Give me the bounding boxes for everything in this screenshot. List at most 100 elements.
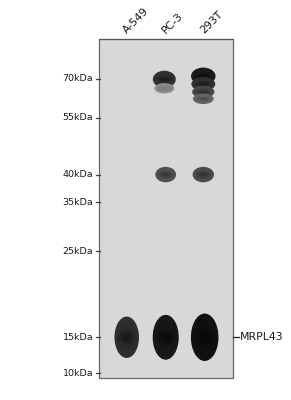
- Ellipse shape: [194, 321, 216, 354]
- Ellipse shape: [200, 91, 207, 93]
- Ellipse shape: [123, 333, 131, 341]
- Ellipse shape: [155, 84, 173, 92]
- Ellipse shape: [194, 72, 213, 81]
- Ellipse shape: [195, 73, 211, 80]
- Ellipse shape: [200, 173, 207, 176]
- Ellipse shape: [155, 75, 173, 84]
- Ellipse shape: [198, 74, 209, 78]
- Ellipse shape: [192, 318, 217, 357]
- Ellipse shape: [196, 81, 211, 87]
- Ellipse shape: [155, 167, 176, 182]
- Ellipse shape: [159, 87, 170, 90]
- Ellipse shape: [194, 169, 212, 180]
- Ellipse shape: [196, 172, 210, 178]
- Ellipse shape: [153, 315, 179, 360]
- Ellipse shape: [156, 325, 176, 350]
- Ellipse shape: [196, 74, 210, 79]
- Ellipse shape: [194, 72, 212, 80]
- Ellipse shape: [121, 332, 132, 342]
- Ellipse shape: [155, 74, 174, 85]
- Ellipse shape: [195, 95, 212, 102]
- Ellipse shape: [197, 330, 212, 345]
- Ellipse shape: [156, 85, 173, 92]
- Ellipse shape: [157, 86, 172, 91]
- Text: 10kDa: 10kDa: [63, 369, 93, 378]
- Ellipse shape: [153, 71, 176, 88]
- Ellipse shape: [117, 326, 136, 348]
- Ellipse shape: [194, 95, 213, 103]
- Ellipse shape: [161, 78, 168, 81]
- Ellipse shape: [195, 88, 212, 95]
- Ellipse shape: [196, 96, 211, 101]
- Ellipse shape: [199, 74, 207, 78]
- Ellipse shape: [117, 323, 137, 351]
- Ellipse shape: [197, 90, 210, 94]
- Bar: [99, 39, 233, 378]
- Ellipse shape: [119, 329, 135, 345]
- Ellipse shape: [155, 322, 176, 352]
- Text: 70kDa: 70kDa: [63, 74, 93, 83]
- Ellipse shape: [156, 168, 175, 181]
- Ellipse shape: [114, 316, 139, 358]
- Ellipse shape: [198, 82, 209, 86]
- Ellipse shape: [200, 83, 207, 85]
- Ellipse shape: [158, 86, 171, 90]
- Ellipse shape: [158, 171, 173, 178]
- Ellipse shape: [161, 87, 168, 89]
- Ellipse shape: [193, 167, 214, 182]
- Ellipse shape: [198, 98, 208, 100]
- Ellipse shape: [158, 170, 174, 179]
- Text: 55kDa: 55kDa: [63, 113, 93, 122]
- Ellipse shape: [192, 69, 214, 83]
- Ellipse shape: [193, 87, 214, 97]
- Ellipse shape: [157, 86, 172, 91]
- Ellipse shape: [195, 89, 212, 95]
- Ellipse shape: [191, 77, 215, 91]
- Ellipse shape: [194, 79, 213, 89]
- Ellipse shape: [200, 98, 207, 100]
- Text: 15kDa: 15kDa: [63, 333, 93, 342]
- Ellipse shape: [195, 96, 211, 102]
- Ellipse shape: [194, 324, 215, 350]
- Text: 40kDa: 40kDa: [63, 170, 93, 179]
- Ellipse shape: [200, 333, 209, 342]
- Ellipse shape: [192, 78, 214, 90]
- Ellipse shape: [196, 90, 211, 94]
- Text: 25kDa: 25kDa: [63, 246, 93, 256]
- Ellipse shape: [116, 320, 138, 354]
- Ellipse shape: [198, 173, 208, 176]
- Ellipse shape: [159, 77, 170, 82]
- Ellipse shape: [158, 76, 171, 82]
- Ellipse shape: [118, 328, 136, 347]
- Ellipse shape: [198, 90, 208, 93]
- Ellipse shape: [196, 97, 210, 101]
- Ellipse shape: [159, 172, 173, 178]
- Ellipse shape: [191, 68, 216, 85]
- Ellipse shape: [194, 168, 213, 181]
- Text: 293T: 293T: [199, 9, 225, 36]
- Ellipse shape: [193, 94, 214, 104]
- Ellipse shape: [195, 326, 215, 348]
- Ellipse shape: [195, 170, 212, 179]
- Ellipse shape: [191, 314, 219, 361]
- Text: A-549: A-549: [121, 6, 150, 36]
- Ellipse shape: [156, 75, 173, 83]
- Ellipse shape: [162, 173, 169, 176]
- Text: MRPL43: MRPL43: [240, 332, 284, 342]
- Ellipse shape: [157, 169, 174, 180]
- Ellipse shape: [197, 97, 209, 100]
- Ellipse shape: [194, 88, 212, 96]
- Ellipse shape: [193, 70, 213, 82]
- Text: 35kDa: 35kDa: [63, 198, 93, 206]
- Ellipse shape: [162, 333, 170, 342]
- Ellipse shape: [154, 83, 174, 94]
- Ellipse shape: [196, 171, 211, 178]
- Ellipse shape: [197, 172, 209, 177]
- Ellipse shape: [198, 331, 211, 343]
- Ellipse shape: [160, 172, 172, 177]
- Ellipse shape: [160, 332, 172, 343]
- Ellipse shape: [194, 80, 212, 88]
- Ellipse shape: [157, 329, 174, 346]
- Ellipse shape: [160, 87, 169, 90]
- Ellipse shape: [154, 319, 178, 356]
